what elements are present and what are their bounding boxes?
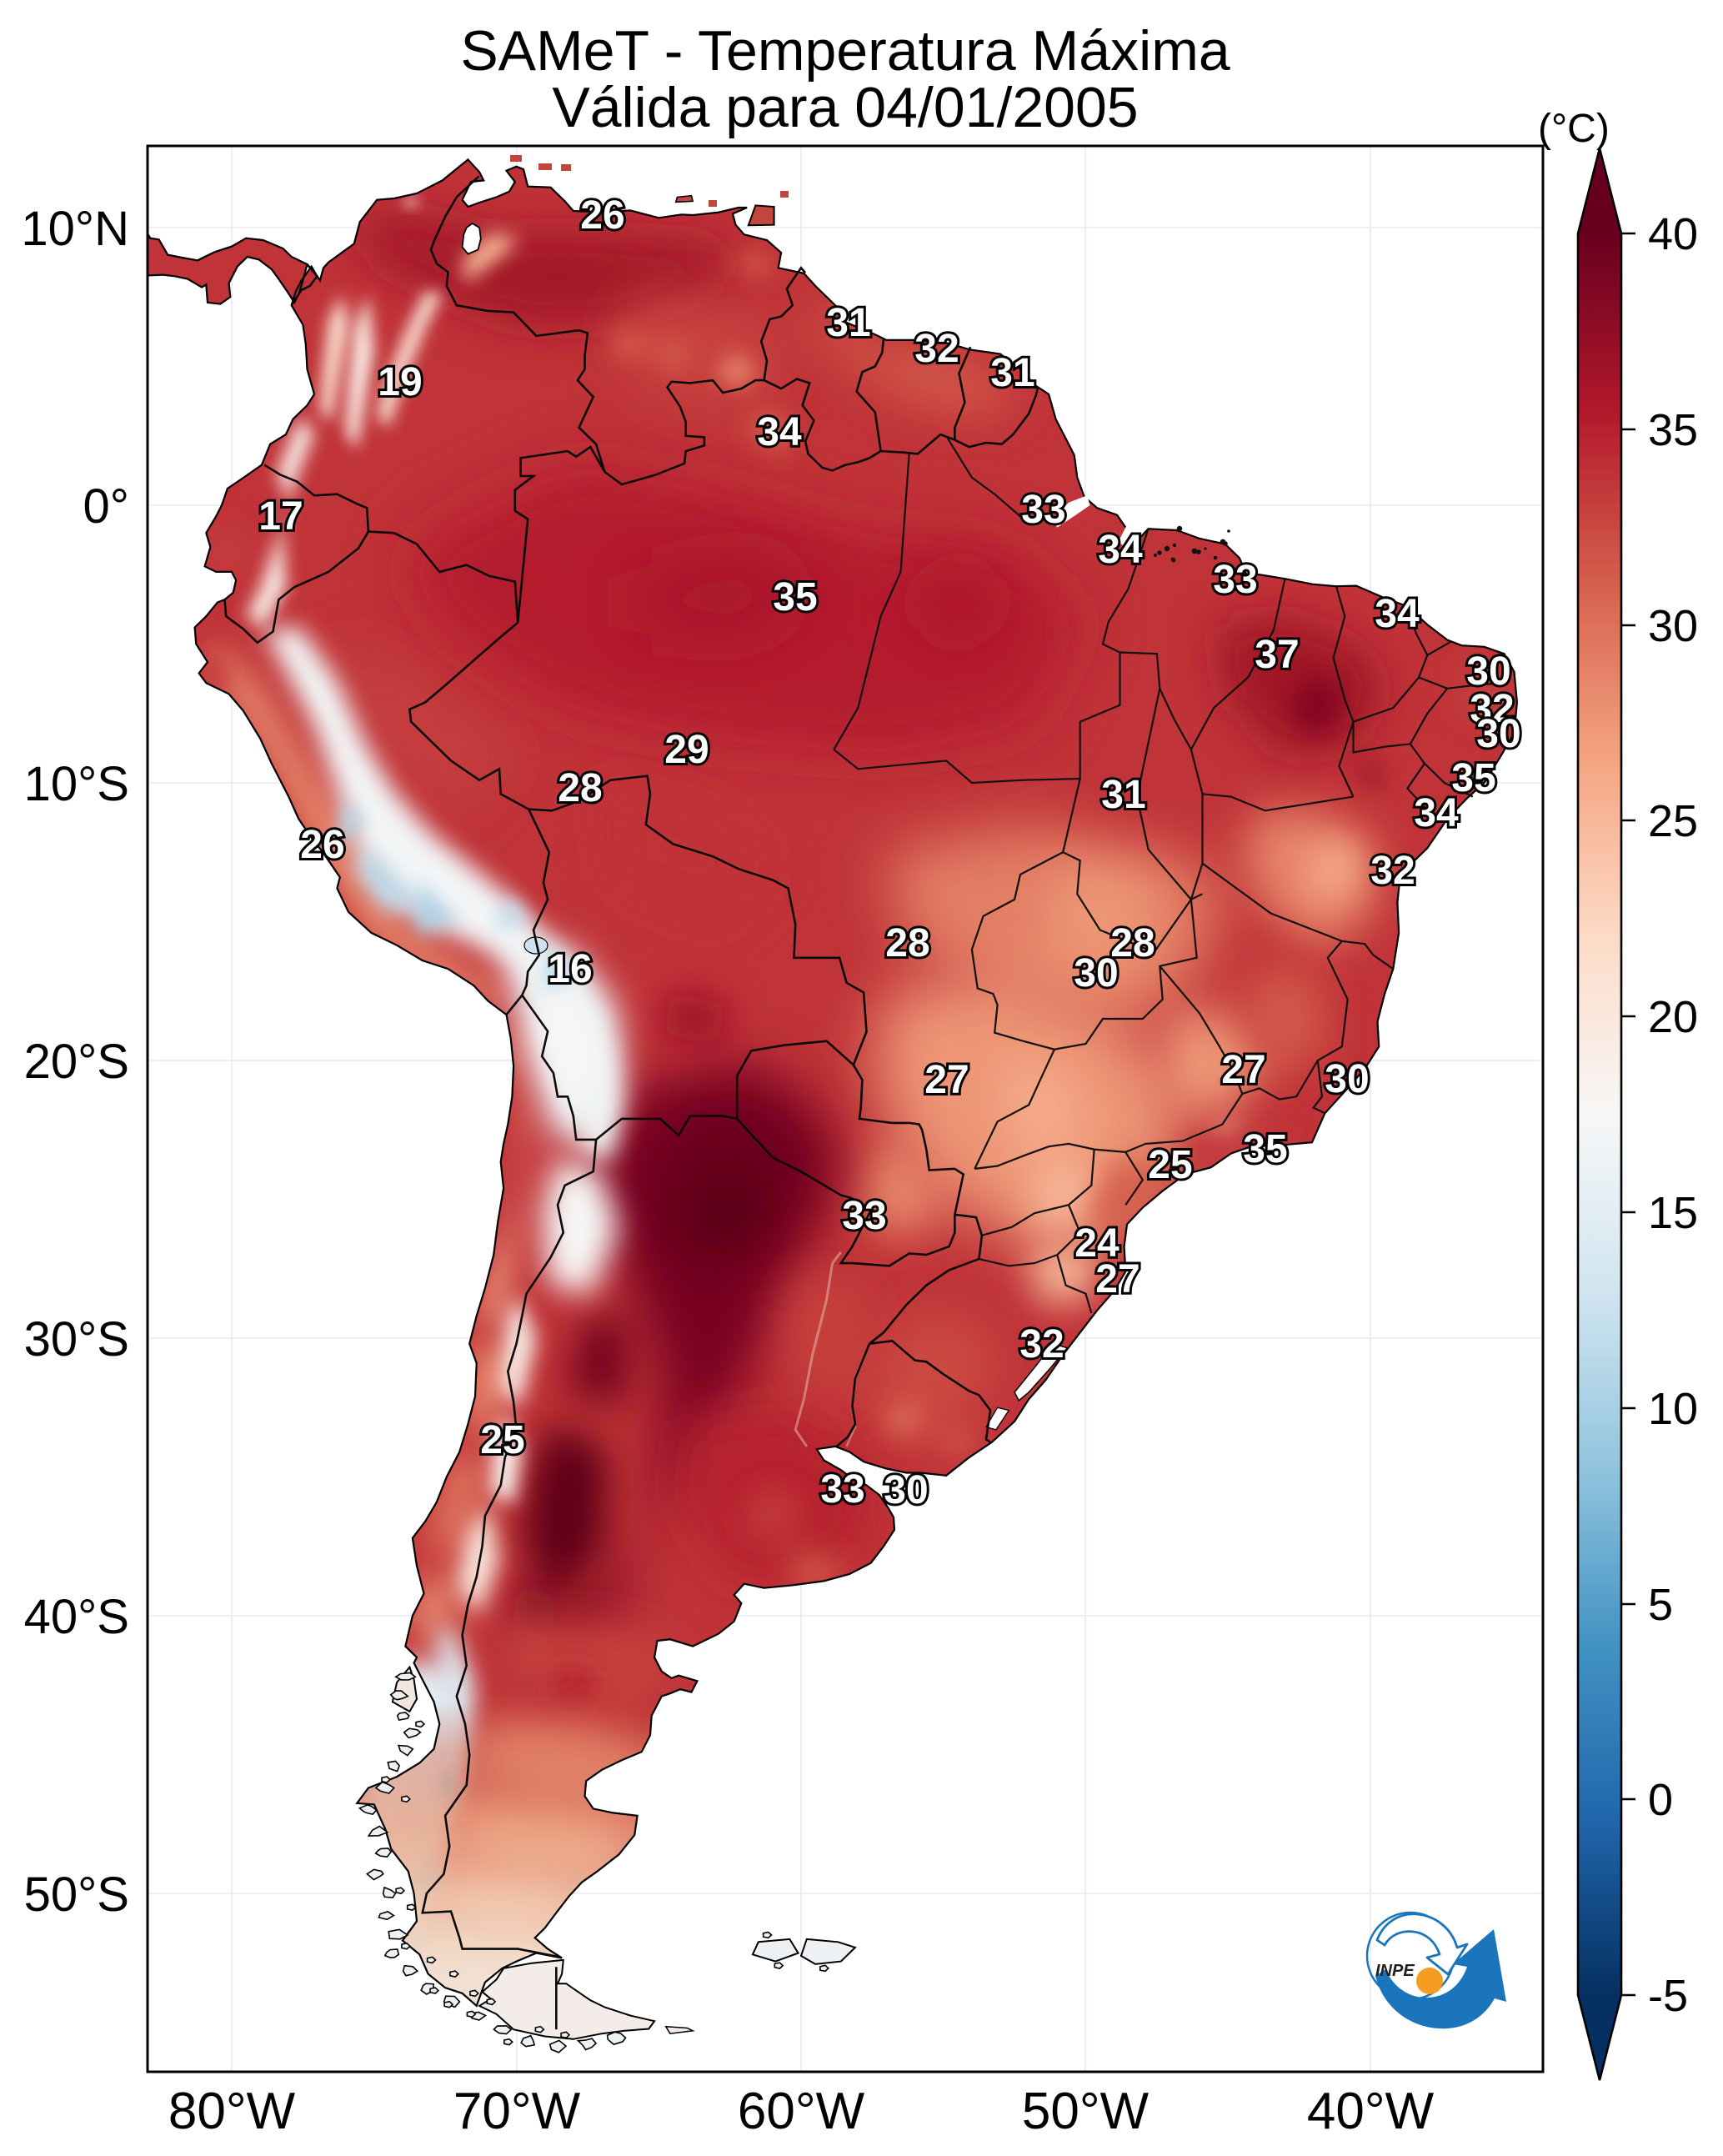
svg-text:40°S: 40°S [24, 1590, 129, 1644]
svg-text:27: 27 [1095, 1257, 1139, 1301]
svg-text:10°S: 10°S [24, 757, 129, 811]
svg-text:0: 0 [1648, 1775, 1673, 1825]
svg-text:15: 15 [1648, 1188, 1698, 1238]
svg-text:30: 30 [884, 1468, 928, 1512]
svg-text:34: 34 [1414, 791, 1459, 835]
svg-text:20: 20 [1648, 992, 1698, 1042]
svg-text:40: 40 [1648, 209, 1698, 259]
svg-text:35: 35 [1451, 756, 1495, 800]
svg-text:16: 16 [548, 947, 592, 991]
svg-text:-5: -5 [1648, 1971, 1688, 2021]
svg-text:35: 35 [1243, 1127, 1287, 1171]
svg-text:(°C): (°C) [1538, 107, 1610, 151]
svg-text:26: 26 [580, 193, 624, 238]
svg-text:30: 30 [1648, 601, 1698, 651]
svg-text:0°: 0° [83, 479, 129, 534]
svg-text:24: 24 [1074, 1221, 1119, 1266]
svg-text:30: 30 [1476, 712, 1520, 756]
svg-text:31: 31 [826, 301, 870, 345]
svg-text:28: 28 [1110, 921, 1155, 965]
svg-text:80°W: 80°W [168, 2083, 296, 2140]
svg-text:32: 32 [1019, 1322, 1064, 1366]
svg-text:5: 5 [1648, 1580, 1673, 1630]
svg-text:33: 33 [1213, 558, 1257, 602]
svg-text:32: 32 [1470, 687, 1514, 731]
svg-text:50°S: 50°S [24, 1868, 129, 1922]
svg-text:35: 35 [773, 575, 817, 619]
svg-text:30: 30 [1325, 1057, 1369, 1101]
svg-text:Válida para 04/01/2005: Válida para 04/01/2005 [552, 76, 1138, 139]
svg-text:30: 30 [1466, 649, 1510, 694]
svg-text:50°W: 50°W [1022, 2083, 1150, 2140]
svg-text:30: 30 [1074, 951, 1118, 995]
svg-text:32: 32 [1370, 849, 1415, 893]
svg-text:25: 25 [1148, 1143, 1192, 1187]
svg-text:19: 19 [378, 360, 422, 404]
svg-text:29: 29 [664, 728, 709, 772]
svg-text:20°S: 20°S [24, 1035, 129, 1089]
svg-text:34: 34 [1098, 528, 1143, 572]
svg-text:INPE: INPE [1375, 1962, 1415, 1980]
svg-text:26: 26 [300, 823, 344, 867]
svg-text:31: 31 [1101, 773, 1145, 817]
svg-text:33: 33 [820, 1467, 864, 1512]
svg-text:34: 34 [757, 410, 802, 454]
svg-text:70°W: 70°W [453, 2083, 581, 2140]
svg-text:27: 27 [1221, 1048, 1265, 1092]
svg-text:37: 37 [1255, 633, 1299, 677]
svg-text:35: 35 [1648, 405, 1698, 455]
svg-text:10°N: 10°N [21, 202, 129, 256]
svg-text:60°W: 60°W [738, 2083, 865, 2140]
svg-text:10: 10 [1648, 1384, 1698, 1434]
svg-text:30°S: 30°S [24, 1312, 129, 1366]
svg-text:34: 34 [1375, 592, 1420, 636]
svg-text:33: 33 [1021, 488, 1065, 532]
svg-text:40°W: 40°W [1307, 2083, 1435, 2140]
svg-text:28: 28 [885, 921, 929, 965]
svg-text:33: 33 [842, 1194, 886, 1238]
svg-text:25: 25 [1648, 796, 1698, 846]
svg-text:28: 28 [558, 766, 602, 810]
svg-text:SAMeT - Temperatura Máxima: SAMeT - Temperatura Máxima [460, 19, 1230, 83]
svg-text:17: 17 [258, 494, 303, 539]
svg-text:32: 32 [914, 327, 959, 371]
svg-text:25: 25 [480, 1418, 524, 1462]
svg-text:27: 27 [924, 1058, 969, 1102]
svg-text:31: 31 [990, 351, 1034, 395]
